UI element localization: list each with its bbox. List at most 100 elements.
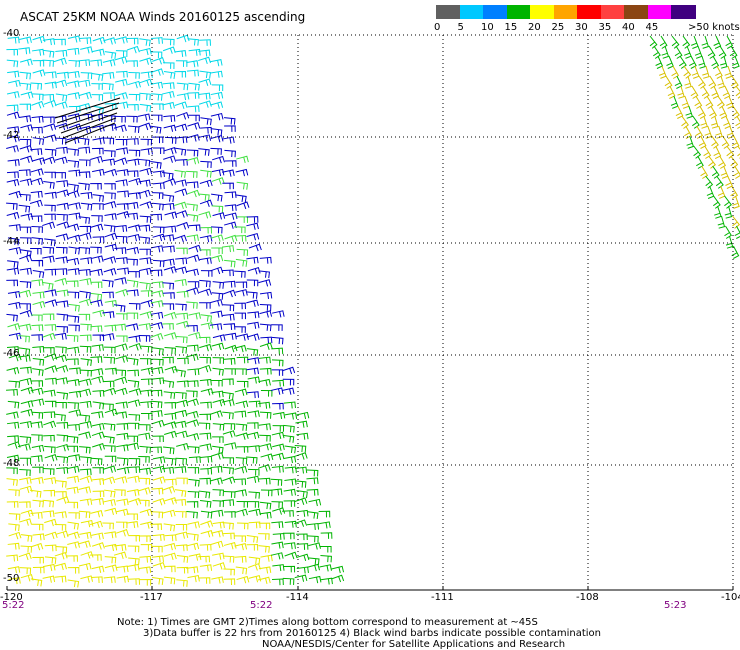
wind-barb bbox=[42, 156, 56, 164]
wind-barb bbox=[222, 391, 234, 400]
wind-barb bbox=[235, 400, 249, 408]
wind-barb bbox=[18, 354, 31, 362]
wind-barb bbox=[248, 563, 261, 571]
wind-barb bbox=[6, 478, 18, 486]
legend-label: 30 bbox=[575, 22, 588, 33]
wind-barb bbox=[103, 356, 116, 364]
wind-barb bbox=[137, 113, 151, 121]
wind-barb bbox=[44, 556, 57, 565]
wind-barb bbox=[139, 38, 151, 47]
wind-barb bbox=[126, 521, 139, 529]
wind-barb bbox=[78, 510, 91, 519]
wind-barb bbox=[152, 103, 164, 111]
wind-barb bbox=[31, 324, 44, 332]
wind-barb bbox=[212, 155, 225, 164]
wind-barb bbox=[126, 246, 140, 255]
wind-barb bbox=[224, 117, 236, 125]
wind-barb bbox=[79, 334, 92, 342]
wind-barb bbox=[55, 530, 69, 539]
wind-barb bbox=[185, 410, 199, 419]
wind-barb bbox=[92, 467, 104, 474]
wind-barb bbox=[128, 534, 141, 542]
wind-barb bbox=[294, 497, 308, 505]
wind-barb bbox=[115, 101, 129, 109]
wind-barb bbox=[223, 568, 235, 576]
wind-barb bbox=[211, 342, 225, 351]
wind-barb bbox=[8, 523, 20, 532]
wind-barb bbox=[176, 247, 188, 255]
legend-label: 0 bbox=[434, 22, 441, 33]
wind-barb bbox=[139, 215, 152, 223]
wind-barb bbox=[164, 346, 177, 355]
wind-barb bbox=[186, 301, 198, 309]
wind-barb bbox=[174, 169, 186, 178]
wind-barb bbox=[54, 172, 66, 179]
wind-barb bbox=[282, 378, 295, 386]
wind-barb bbox=[67, 113, 81, 121]
wind-barb bbox=[32, 499, 44, 508]
wind-barb bbox=[212, 552, 225, 560]
wind-barb bbox=[151, 136, 164, 144]
wind-barb bbox=[152, 533, 165, 541]
wind-barb bbox=[235, 368, 247, 375]
wind-barb bbox=[77, 137, 90, 146]
wind-barb bbox=[187, 467, 200, 474]
wind-barb bbox=[247, 445, 261, 453]
wind-barb bbox=[78, 313, 91, 321]
wind-barb bbox=[718, 155, 727, 169]
wind-barb bbox=[102, 311, 115, 319]
wind-barb bbox=[186, 181, 199, 189]
wind-barb bbox=[79, 400, 92, 408]
wind-barb bbox=[247, 357, 260, 365]
wind-barb bbox=[7, 70, 20, 78]
wind-barb bbox=[79, 498, 93, 506]
wind-barb bbox=[6, 134, 20, 143]
wind-barb bbox=[711, 135, 719, 149]
wind-barb bbox=[150, 37, 163, 44]
wind-barb bbox=[282, 434, 295, 443]
wind-barb bbox=[187, 490, 200, 499]
wind-barb bbox=[271, 521, 284, 529]
wind-barb bbox=[68, 59, 81, 68]
wind-barb bbox=[198, 193, 210, 202]
wind-barb bbox=[164, 412, 177, 420]
wind-barb bbox=[126, 279, 139, 288]
wind-barb bbox=[272, 507, 286, 515]
wind-barb bbox=[104, 556, 117, 564]
note-line-2: 3)Data buffer is 22 hrs from 20160125 4)… bbox=[143, 628, 601, 639]
wind-barb bbox=[259, 342, 273, 350]
wind-barb bbox=[104, 408, 118, 417]
wind-barb bbox=[78, 378, 92, 386]
wind-barb bbox=[224, 204, 237, 212]
wind-barb bbox=[199, 356, 211, 364]
wind-barb bbox=[44, 171, 56, 179]
wind-barb bbox=[271, 336, 284, 345]
wind-barb bbox=[186, 268, 199, 276]
wind-barb bbox=[150, 389, 163, 397]
wind-barb bbox=[187, 533, 199, 541]
wind-barb bbox=[234, 410, 247, 418]
ascat-swath-right bbox=[649, 35, 740, 259]
wind-barb bbox=[80, 202, 93, 211]
wind-barb bbox=[211, 576, 224, 584]
wind-barb bbox=[151, 545, 163, 553]
wind-barb bbox=[138, 122, 152, 131]
wind-barb bbox=[248, 468, 260, 476]
wind-barb bbox=[176, 82, 189, 91]
wind-barb bbox=[44, 238, 56, 247]
wind-barb bbox=[200, 388, 214, 396]
wind-barb bbox=[236, 522, 249, 530]
wind-barb bbox=[32, 466, 44, 474]
wind-barb bbox=[138, 158, 151, 167]
wind-barb bbox=[210, 310, 223, 318]
wind-barb bbox=[245, 456, 258, 464]
wind-barb bbox=[666, 55, 674, 69]
wind-barb bbox=[6, 267, 20, 275]
wind-barb bbox=[222, 182, 234, 190]
wind-barb bbox=[19, 420, 33, 429]
wind-barb bbox=[66, 334, 79, 342]
wind-barb bbox=[32, 368, 44, 377]
contaminated-wind-barb bbox=[62, 117, 117, 139]
wind-barb bbox=[163, 266, 177, 274]
wind-barb bbox=[199, 279, 211, 288]
